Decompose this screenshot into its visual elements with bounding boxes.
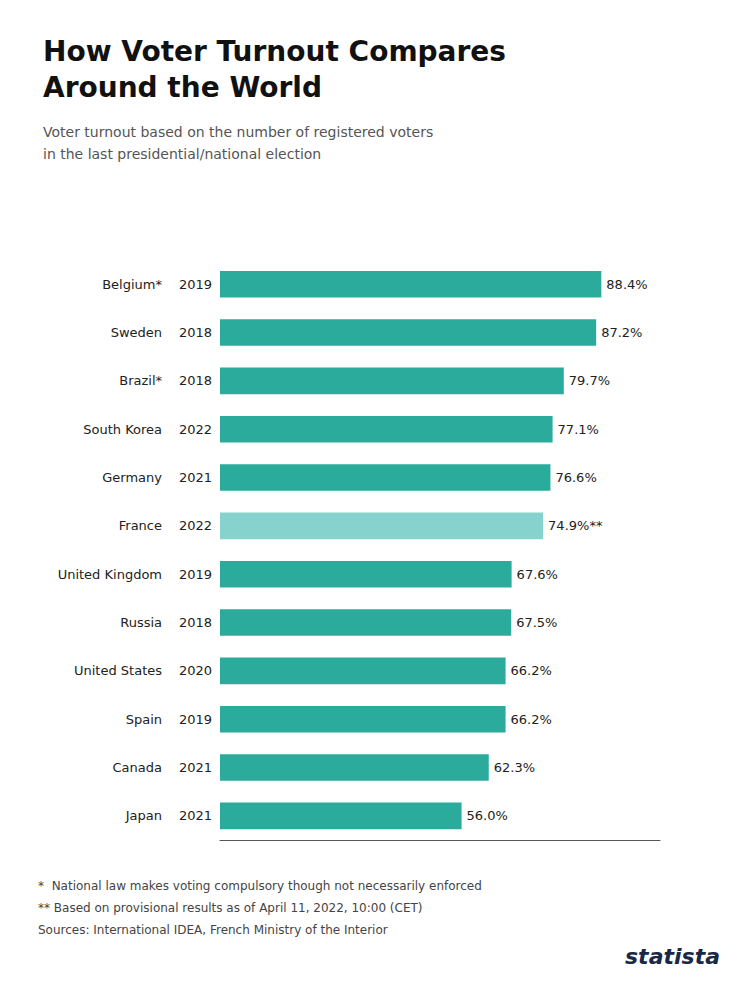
svg-text:** Based on provisional result: ** Based on provisional results as of Ap… <box>38 901 423 915</box>
svg-text:2021: 2021 <box>179 760 212 775</box>
svg-text:87.2%: 87.2% <box>601 325 642 340</box>
svg-text:Germany: Germany <box>102 470 162 485</box>
svg-text:88.4%: 88.4% <box>606 277 647 292</box>
svg-text:77.1%: 77.1% <box>558 422 599 437</box>
svg-text:2019: 2019 <box>179 567 212 582</box>
svg-text:66.2%: 66.2% <box>511 663 552 678</box>
svg-text:2021: 2021 <box>179 808 212 823</box>
svg-text:Brazil*: Brazil* <box>119 373 162 388</box>
svg-text:Sweden: Sweden <box>111 325 162 340</box>
svg-text:2018: 2018 <box>179 373 212 388</box>
svg-text:Belgium*: Belgium* <box>102 277 162 292</box>
svg-text:76.6%: 76.6% <box>555 470 596 485</box>
svg-text:Russia: Russia <box>120 615 162 630</box>
svg-text:62.3%: 62.3% <box>494 760 535 775</box>
svg-text:66.2%: 66.2% <box>511 712 552 727</box>
svg-text:Sources: International IDEA, F: Sources: International IDEA, French Mini… <box>38 923 388 937</box>
svg-text:Around the World: Around the World <box>43 71 322 104</box>
svg-text:How Voter Turnout Compares: How Voter Turnout Compares <box>43 35 506 68</box>
svg-text:67.5%: 67.5% <box>516 615 557 630</box>
svg-text:* National law makes voting c: * National law makes voting compulsory t… <box>38 879 482 893</box>
svg-text:statista: statista <box>625 944 720 969</box>
svg-text:79.7%: 79.7% <box>569 373 610 388</box>
svg-text:in the last presidential/natio: in the last presidential/national electi… <box>43 146 321 162</box>
svg-text:South Korea: South Korea <box>83 422 162 437</box>
svg-text:United Kingdom: United Kingdom <box>58 567 162 582</box>
svg-text:France: France <box>119 518 162 533</box>
svg-text:2021: 2021 <box>179 470 212 485</box>
svg-text:2018: 2018 <box>179 615 212 630</box>
svg-text:2022: 2022 <box>179 422 212 437</box>
svg-text:Canada: Canada <box>113 760 162 775</box>
svg-text:United States: United States <box>74 663 162 678</box>
svg-text:2018: 2018 <box>179 325 212 340</box>
svg-text:Voter turnout based on the num: Voter turnout based on the number of reg… <box>43 124 433 140</box>
svg-text:74.9%**: 74.9%** <box>548 518 603 533</box>
svg-text:2019: 2019 <box>179 277 212 292</box>
svg-text:2019: 2019 <box>179 712 212 727</box>
svg-text:Japan: Japan <box>125 808 162 823</box>
svg-text:2020: 2020 <box>179 663 212 678</box>
svg-text:Spain: Spain <box>126 712 162 727</box>
svg-text:2022: 2022 <box>179 518 212 533</box>
svg-text:56.0%: 56.0% <box>467 808 508 823</box>
svg-text:67.6%: 67.6% <box>517 567 558 582</box>
